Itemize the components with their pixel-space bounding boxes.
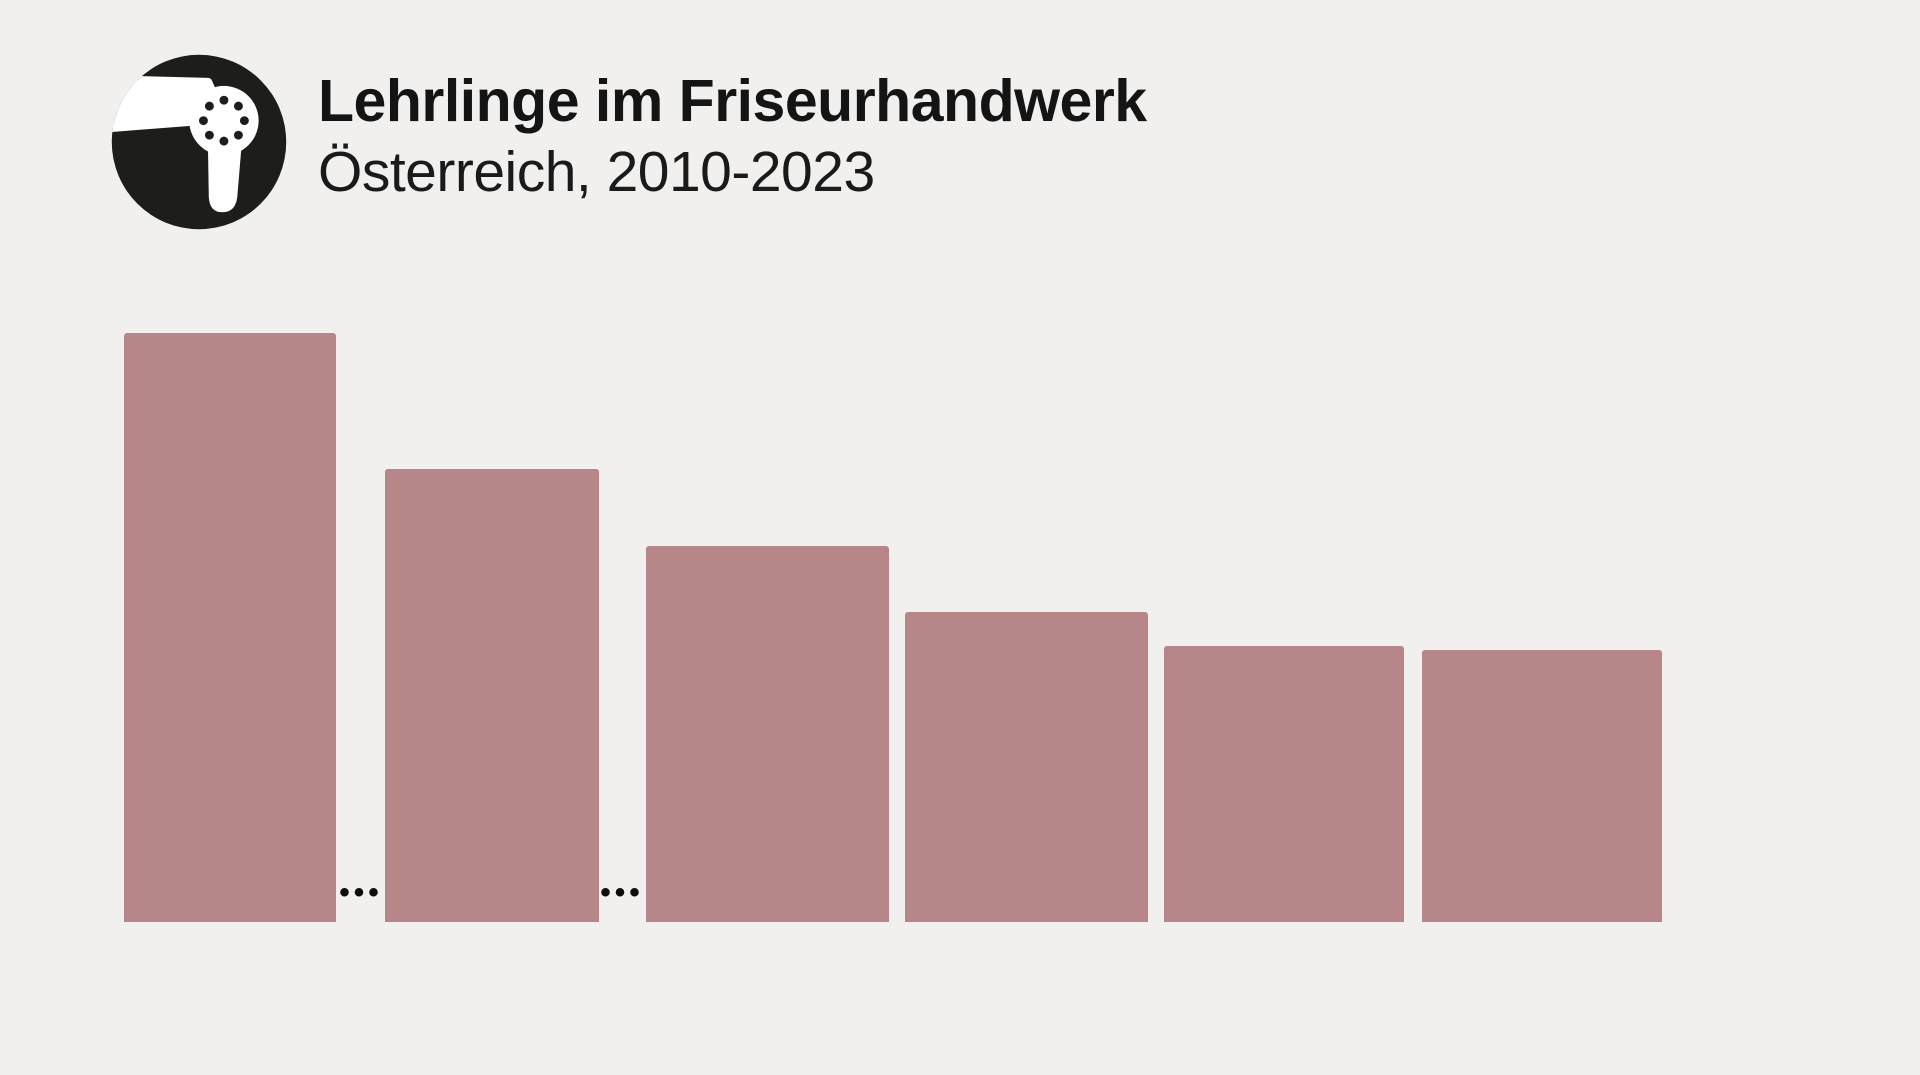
hairdryer-icon (111, 54, 287, 230)
bar-chart: ••• ••• (124, 333, 1662, 922)
bar (124, 333, 336, 922)
bar (905, 612, 1148, 922)
gap-ellipsis: ••• (339, 876, 383, 909)
bar (1164, 646, 1404, 922)
page-title: Lehrlinge im Friseurhandwerk (318, 68, 1147, 134)
gap-ellipsis: ••• (600, 876, 644, 909)
bar (1422, 650, 1662, 922)
header: Lehrlinge im Friseurhandwerk Österreich,… (0, 0, 1920, 260)
bar (646, 546, 889, 922)
bar (385, 469, 599, 922)
page-subtitle: Österreich, 2010-2023 (318, 140, 875, 204)
